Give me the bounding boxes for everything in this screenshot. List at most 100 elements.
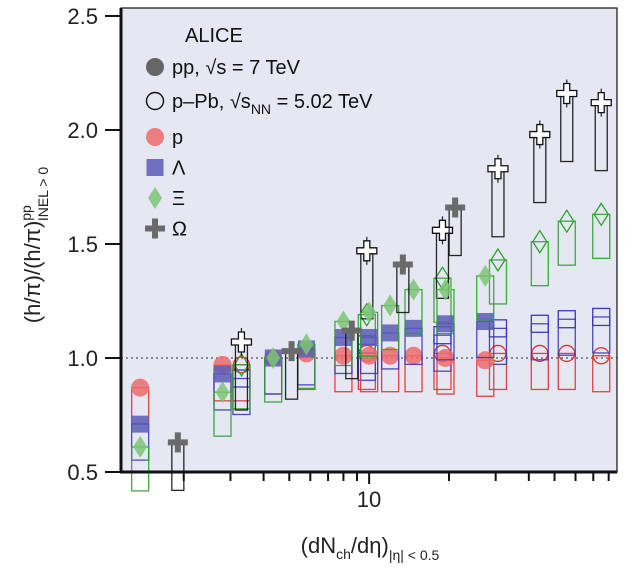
legend: ALICE pp, √s = 7 TeV p–Pb, √sNN = 5.02 T… [145,25,373,241]
data-point-pPb-O [590,88,612,172]
systematic-error-box [557,220,576,266]
legend-ppb-sub: NN [251,101,271,117]
data-point-pp-O [167,432,188,492]
systematic-error-box [557,352,576,391]
data-point-pPb-L [557,310,576,356]
marker-pp-O [445,197,466,218]
marker-pp-X [438,278,453,301]
systematic-error-box [488,259,508,305]
legend-experiment: ALICE [185,25,243,47]
data-point-pp-p [476,351,495,397]
marker-pPb-O [529,123,551,146]
marker-pPb-X [233,352,250,378]
legend-marker-L [146,159,164,176]
y-axis-label: (h/π)/(h/π)ppINEL > 0 [18,167,51,324]
x-label-main: (dN [301,533,336,558]
data-point-pp-X [476,264,495,321]
marker-pPb-O [431,219,454,241]
data-point-pPb-X [488,247,508,305]
data-point-pp-L [131,415,150,461]
marker-pp-X [406,278,421,301]
marker-pPb-X [490,247,506,273]
data-point-pp-L [380,324,400,370]
data-point-pp-O [445,197,466,257]
data-point-pPb-X [530,229,549,287]
data-point-pPb-O [230,328,253,411]
legend-ppb-tail: = 5.02 TeV [271,91,373,113]
systematic-error-box [530,241,549,287]
y-tick-label: 1.0 [67,346,98,371]
data-point-pp-X [359,301,379,358]
x-axis-label: (dNch/dη)|η| < 0.5 [301,533,440,563]
y-tick-label: 1.5 [67,232,98,257]
y-label-main: (h/π)/(h/π) [20,221,45,323]
data-point-pp-O [392,254,413,314]
marker-pp-p [436,348,455,367]
x-label-mid: /dη) [351,533,389,558]
data-point-pPb-X [232,352,251,410]
systematic-error-box [488,352,508,391]
data-point-pPb-L [592,307,611,354]
marker-pPb-X [593,202,610,227]
marker-pp-L [131,415,149,433]
legend-ppb-main: p–Pb, √s [172,91,251,113]
marker-pp-L [360,328,378,346]
systematic-error-box [488,327,508,366]
marker-pPb-L [530,314,549,333]
legend-label-O: Ω [172,219,187,241]
marker-pPb-L [592,307,611,327]
data-point-pp-p [380,346,400,393]
legend-marker-p [146,128,164,146]
marker-pp-p [476,351,495,370]
marker-pp-X [133,435,148,458]
data-point-pp-X [380,294,400,351]
marker-pp-L [381,324,399,342]
legend-label-L: Λ [172,158,186,180]
systematic-error-box [530,352,549,391]
data-point-pp-X [131,435,150,492]
marker-pPb-X [532,229,548,254]
marker-pp-O [392,254,413,275]
data-point-pp-X [404,278,423,335]
data-point-pp-X [213,381,232,437]
data-point-pp-X [264,346,283,403]
marker-pp-X [299,333,314,356]
marker-pPb-O [230,331,253,353]
marker-pp-X [362,301,377,324]
marker-pp-p [404,346,423,365]
data-point-pp-X [334,310,353,367]
y-label-sub: INEL > 0 [35,167,51,222]
legend-ppb-label: p–Pb, √sNN = 5.02 TeV [172,91,373,117]
legend-ppb-marker [145,91,165,111]
marker-pp-X [215,381,230,404]
data-point-pp-O [281,341,302,400]
systematic-error-box [592,355,611,393]
data-point-pPb-O [487,154,509,238]
x-label-sub1: ch [336,546,351,562]
legend-marker-X [148,187,162,209]
data-point-pp-X [436,278,455,335]
marker-pp-L [405,319,423,337]
y-label-sup: pp [18,205,34,221]
marker-pPb-L [557,310,576,329]
marker-pp-O [167,432,188,453]
marker-pp-X [336,310,351,333]
data-point-pPb-X [557,208,576,266]
marker-pp-L [476,313,494,331]
data-point-pp-L [436,315,455,361]
data-point-pPb-L [530,314,549,361]
systematic-error-box [557,318,576,356]
marker-pPb-O [487,158,509,180]
marker-pPb-O [356,240,378,262]
data-point-pPb-X [592,202,611,259]
data-point-pPb-O [556,79,578,163]
x-tick-label-10: 10 [357,487,381,512]
marker-pp-p [360,346,379,365]
marker-pp-X [478,264,493,287]
data-point-pPb-O [431,216,454,299]
systematic-error-box [530,323,549,361]
marker-pPb-p [592,347,610,365]
data-point-pp-p [404,346,423,393]
legend-pp-marker [146,58,164,76]
